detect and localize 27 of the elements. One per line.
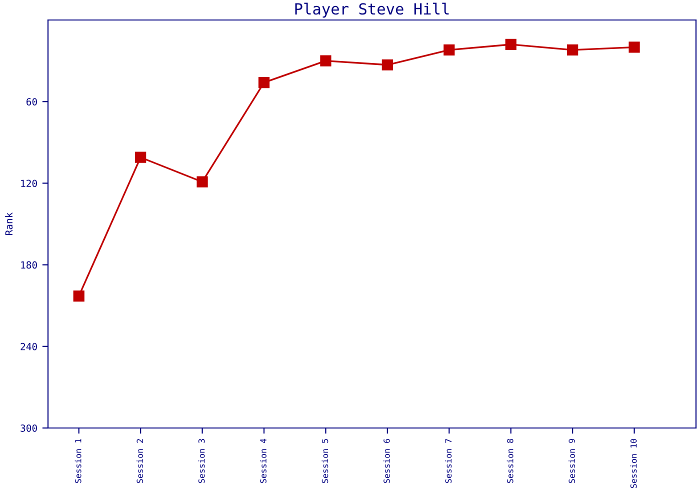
point xyxy=(567,44,578,56)
y-axis-title: Rank xyxy=(5,212,13,236)
x-tick-label: Session 10 xyxy=(630,438,637,488)
x-tick-label: Session 5 xyxy=(322,439,328,484)
x-tick-label: Session 1 xyxy=(74,438,82,484)
y-tick-label: 120 xyxy=(21,180,37,188)
point xyxy=(320,55,332,66)
y-tick-label: 180 xyxy=(21,261,37,269)
point xyxy=(258,77,270,88)
x-tick-label: Session 8 xyxy=(506,438,514,484)
point xyxy=(135,152,146,163)
point xyxy=(628,42,640,53)
point xyxy=(382,59,393,70)
x-tick-label: Session 2 xyxy=(136,439,144,484)
x-tick-label: Session 9 xyxy=(568,438,576,484)
x-tick-label: Session 7 xyxy=(445,439,452,484)
chart-title: Player Steve Hill xyxy=(295,2,449,18)
y-tick-label: 60 xyxy=(26,98,37,106)
x-tick-label: Session 6 xyxy=(383,438,390,484)
y-tick-label: 240 xyxy=(20,342,37,350)
point xyxy=(444,44,455,56)
point xyxy=(196,176,208,188)
x-tick-label: Session 3 xyxy=(198,439,205,484)
y-tick-label: 300 xyxy=(20,424,37,432)
x-tick-label: Session 4 xyxy=(260,438,266,484)
point xyxy=(73,290,84,302)
point xyxy=(505,38,516,50)
